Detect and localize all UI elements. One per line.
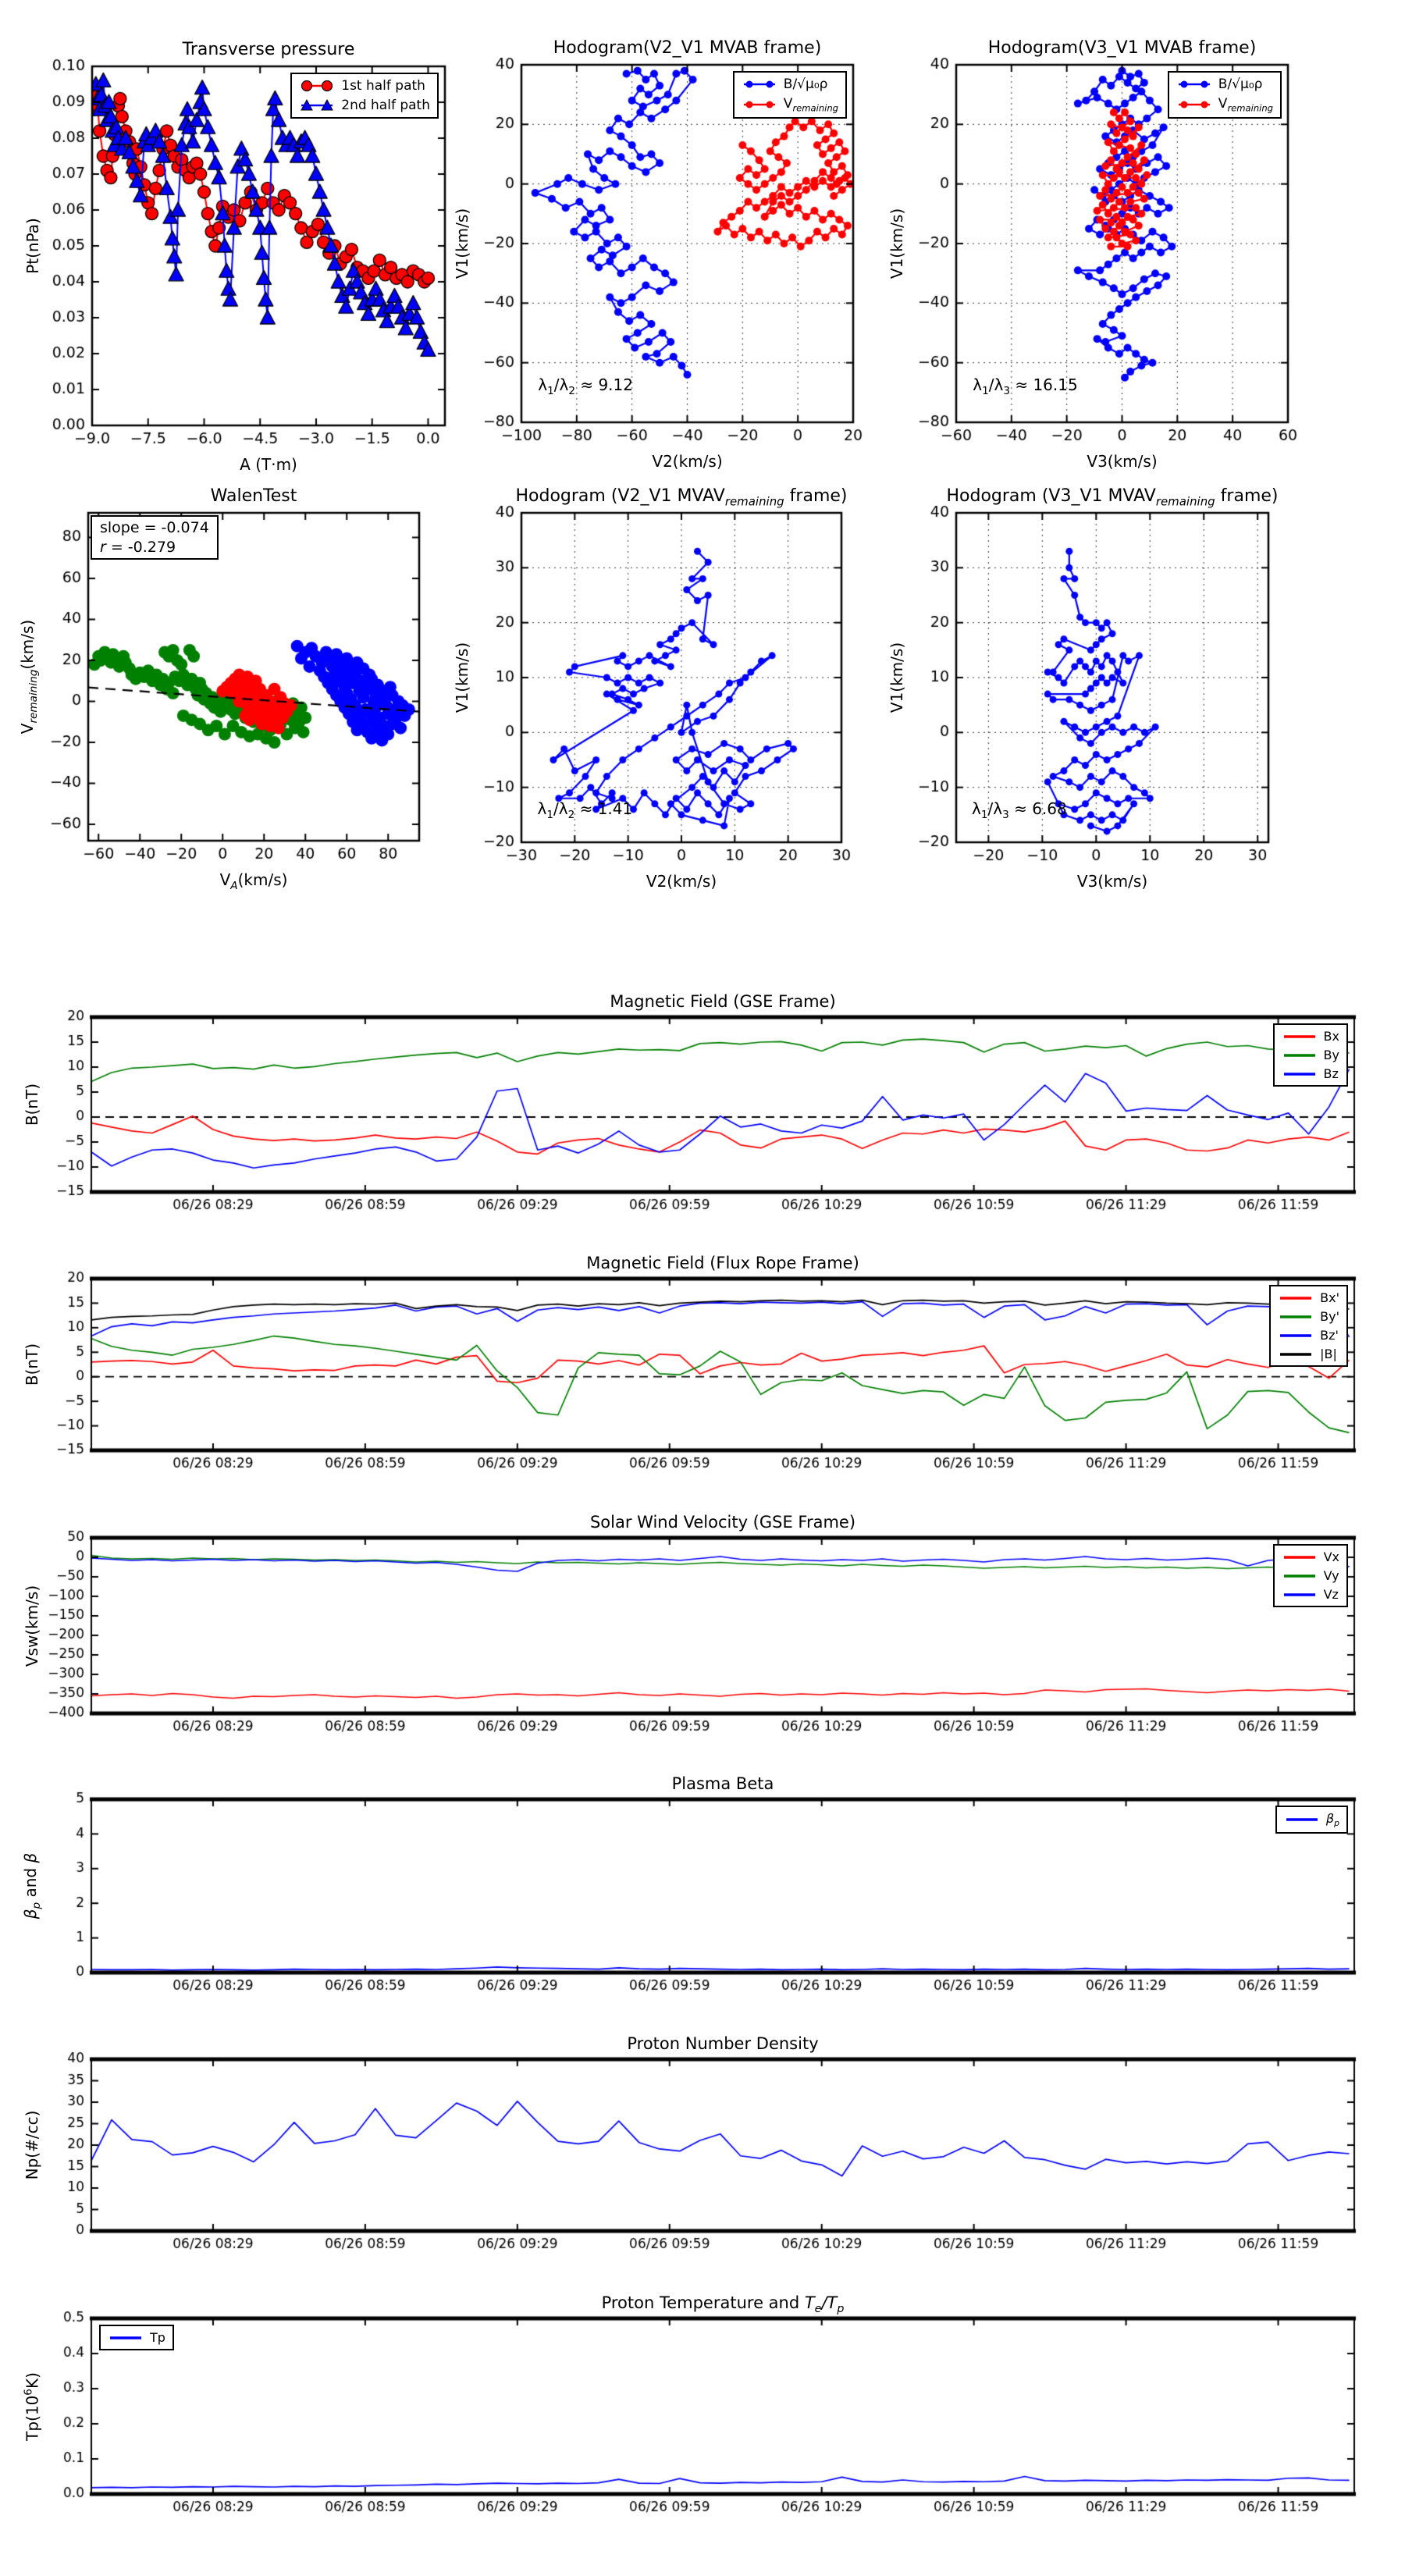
figure: Transverse pressure A (T·m) Pt(nPa) 1st hal… — [0, 0, 1405, 2576]
plots-canvas — [0, 0, 1405, 2576]
